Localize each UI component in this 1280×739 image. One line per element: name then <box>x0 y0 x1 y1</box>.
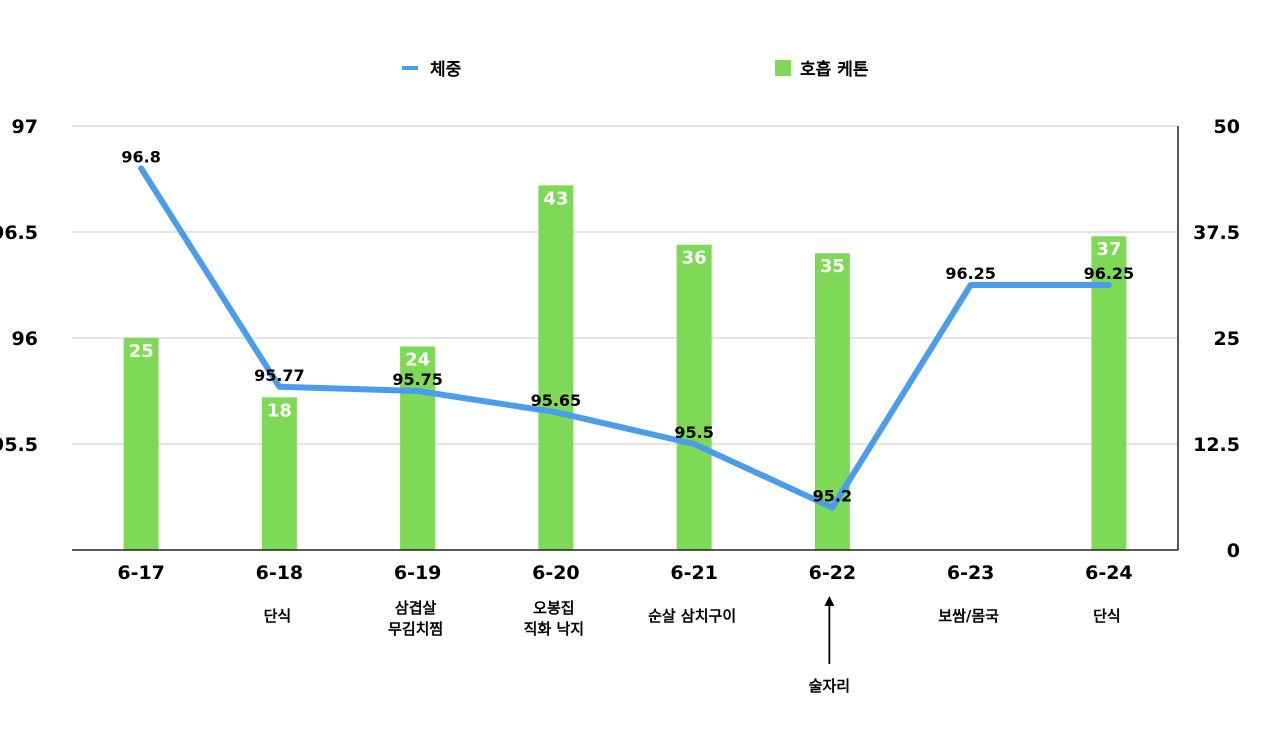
data-labels: 25 18 24 43 36 35 37 96.8 95.77 95.75 95.65 95.5 95.… <box>121 147 1134 505</box>
x-axis-tick-label: 6-17 <box>117 562 165 584</box>
line-point <box>968 282 974 288</box>
bar-value-label: 25 <box>129 341 154 362</box>
axes: 95.5 96 96.5 97 0 12.5 25 37.5 50 6-17 6-18 6-19 6-2… <box>0 116 1240 584</box>
annotation-text: 순살 삼치구이 <box>648 607 736 625</box>
line-value-label: 95.75 <box>392 370 443 389</box>
line-point <box>276 384 282 390</box>
right-axis-tick-label: 50 <box>1214 116 1240 138</box>
annotation-text: 보쌈/몸국 <box>938 607 999 625</box>
left-axis-tick-label: 95.5 <box>0 434 38 456</box>
x-axis-tick-label: 6-21 <box>670 562 718 584</box>
gridlines <box>72 125 1178 445</box>
x-axis-tick-label: 6-23 <box>947 562 995 584</box>
x-axis-tick-label: 6-24 <box>1085 562 1133 584</box>
left-axis-tick-label: 97 <box>12 116 38 138</box>
right-axis-tick-label: 12.5 <box>1193 434 1240 456</box>
line-value-label: 95.5 <box>674 423 713 442</box>
annotation-text: 단식 <box>264 607 292 625</box>
bar <box>123 338 159 550</box>
x-axis-tick-label: 6-18 <box>256 562 304 584</box>
bar-value-label: 18 <box>267 400 292 421</box>
legend-label-ketone: 호흡 케톤 <box>800 59 869 80</box>
line-point <box>691 441 697 447</box>
legend-label-weight: 체중 <box>430 60 462 80</box>
arrow-note-text: 술자리 <box>809 677 850 695</box>
line-point <box>553 409 559 415</box>
legend-bar-swatch <box>775 60 791 76</box>
bar <box>538 185 574 551</box>
annotation-text: 단식 <box>1093 607 1121 625</box>
line-value-label: 96.25 <box>945 264 996 283</box>
bar-value-label: 36 <box>682 248 707 269</box>
line-value-label: 96.25 <box>1084 264 1135 283</box>
bar <box>261 397 297 550</box>
line-point <box>138 165 144 171</box>
x-axis-tick-label: 6-19 <box>394 562 442 584</box>
right-axis-tick-label: 37.5 <box>1193 222 1240 244</box>
line-value-label: 95.65 <box>531 391 582 410</box>
bar-value-label: 24 <box>405 349 430 370</box>
bar-series <box>123 185 1127 551</box>
line-series <box>138 165 1112 511</box>
line-value-label: 95.77 <box>254 366 305 385</box>
arrow-head <box>824 596 835 606</box>
bar-value-label: 35 <box>820 256 845 277</box>
legend: 체중 호흡 케톤 <box>402 59 869 80</box>
bar-value-label: 37 <box>1096 239 1121 260</box>
left-axis-tick-label: 96 <box>12 328 38 350</box>
line-point <box>415 388 421 394</box>
left-axis-tick-label: 96.5 <box>0 222 38 244</box>
right-axis-tick-label: 25 <box>1214 328 1240 350</box>
line-point <box>829 505 835 511</box>
bar <box>1091 236 1127 551</box>
annotation-text: 무김치찜 <box>388 620 443 638</box>
weight-line <box>138 165 1112 511</box>
line-value-label: 96.8 <box>121 147 160 166</box>
line-point <box>1106 282 1112 288</box>
x-axis-tick-label: 6-20 <box>532 562 580 584</box>
x-axis-tick-label: 6-22 <box>809 562 857 584</box>
annotation-text: 오봉집 <box>533 599 574 617</box>
bar <box>676 244 712 550</box>
annotation-text: 삼겹살 <box>395 599 437 617</box>
bar-value-label: 43 <box>543 188 568 209</box>
annotation-text: 직화 낙지 <box>524 620 584 638</box>
line-value-label: 95.2 <box>813 487 852 506</box>
right-axis-tick-label: 0 <box>1227 540 1240 562</box>
bar <box>400 346 436 550</box>
